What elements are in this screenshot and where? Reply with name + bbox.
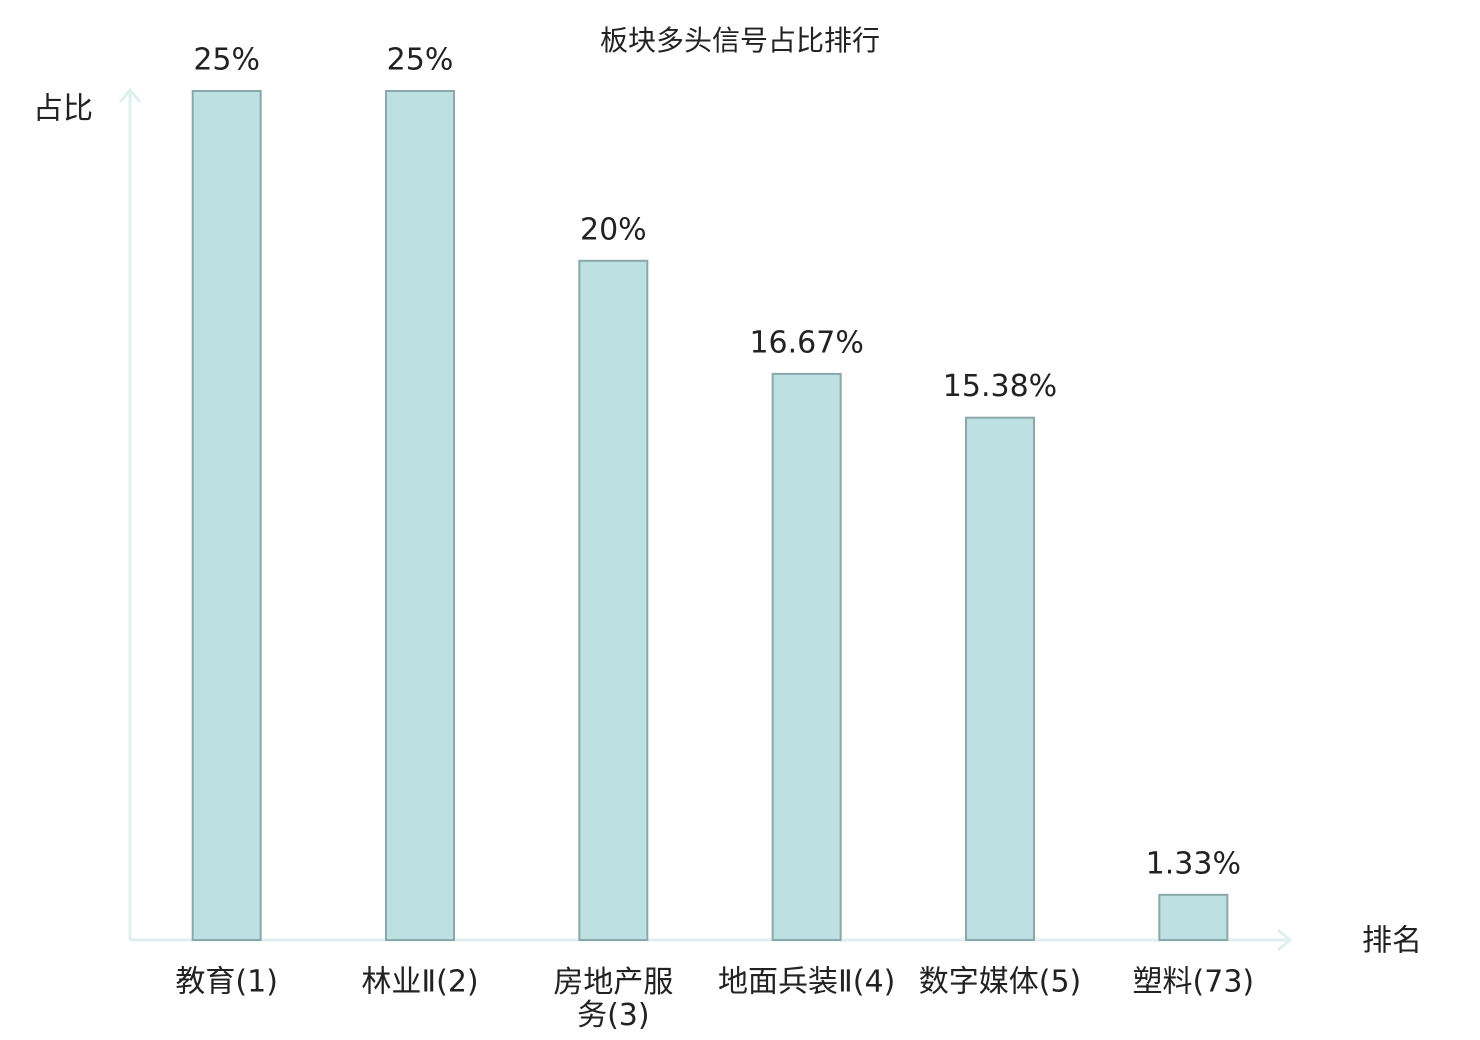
bar: [385, 90, 455, 941]
value-label: 15.38%: [943, 369, 1057, 404]
chart-title: 板块多头信号占比排行: [600, 24, 880, 57]
y-axis-arrow: [118, 87, 142, 103]
x-axis-arrow: [1277, 928, 1293, 952]
y-axis-label: 占比: [33, 92, 93, 127]
x-tick-label: 数字媒体(5): [919, 965, 1082, 1000]
x-tick-label: 地面兵装Ⅱ(4): [718, 965, 895, 1000]
value-label: 25%: [193, 43, 260, 78]
x-tick-label: 林业Ⅱ(2): [361, 965, 478, 1000]
value-label: 16.67%: [749, 325, 863, 360]
x-axis-label: 排名: [1362, 924, 1422, 959]
value-label: 20%: [580, 212, 647, 247]
bar: [1158, 893, 1229, 941]
x-tick-label: 教育(1): [175, 965, 278, 1000]
bar: [771, 372, 842, 942]
bar: [578, 259, 649, 941]
value-label: 25%: [387, 43, 454, 78]
x-tick-label: 塑料(73): [1133, 965, 1255, 1000]
bar: [191, 90, 262, 941]
bar: [965, 416, 1035, 941]
x-tick-label: 房地产服务(3): [553, 965, 673, 1033]
value-label: 1.33%: [1146, 846, 1241, 881]
